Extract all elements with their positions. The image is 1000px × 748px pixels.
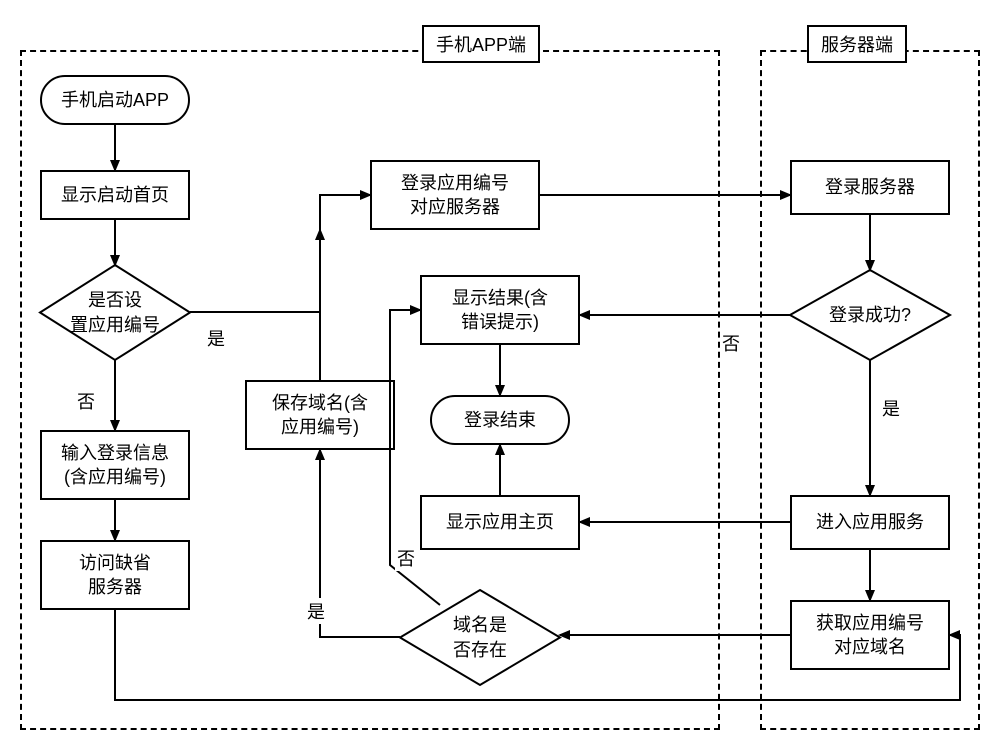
node-login-srv: 登录服务器	[790, 160, 950, 215]
node-enter-srv-text: 进入应用服务	[816, 510, 924, 534]
node-save-domain-text: 保存域名(含应用编号)	[272, 391, 368, 440]
node-show-result-text: 显示结果(含错误提示)	[452, 286, 548, 335]
node-login-srv-text: 登录服务器	[825, 175, 915, 199]
node-save-domain: 保存域名(含应用编号)	[245, 380, 395, 450]
node-show-main-text: 显示应用主页	[446, 510, 554, 534]
node-access-def-text: 访问缺省服务器	[79, 551, 151, 600]
node-has-appnum-text: 是否设置应用编号	[70, 288, 160, 337]
node-login-to: 登录应用编号对应服务器	[370, 160, 540, 230]
label-login-ok-yes: 是	[880, 395, 902, 421]
label-has-appnum-no: 否	[75, 388, 97, 414]
node-login-to-text: 登录应用编号对应服务器	[401, 171, 509, 220]
node-show-main: 显示应用主页	[420, 495, 580, 550]
node-show-home: 显示启动首页	[40, 170, 190, 220]
node-login-ok: 登录成功?	[790, 270, 950, 360]
node-access-def: 访问缺省服务器	[40, 540, 190, 610]
node-enter-srv: 进入应用服务	[790, 495, 950, 550]
node-domain-exist-text: 域名是否存在	[453, 613, 507, 662]
node-login-ok-text: 登录成功?	[829, 303, 911, 327]
node-input-login-text: 输入登录信息(含应用编号)	[61, 441, 169, 490]
node-domain-exist: 域名是否存在	[400, 590, 560, 685]
node-start: 手机启动APP	[40, 75, 190, 125]
label-has-appnum-yes: 是	[205, 325, 227, 351]
node-input-login: 输入登录信息(含应用编号)	[40, 430, 190, 500]
container-app-label: 手机APP端	[422, 25, 540, 63]
label-domain-yes: 是	[305, 598, 327, 624]
node-get-domain: 获取应用编号对应域名	[790, 600, 950, 670]
container-server-label: 服务器端	[807, 25, 907, 63]
node-show-result: 显示结果(含错误提示)	[420, 275, 580, 345]
node-has-appnum: 是否设置应用编号	[40, 265, 190, 360]
label-domain-no: 否	[395, 545, 417, 571]
node-start-text: 手机启动APP	[61, 88, 169, 112]
node-login-done: 登录结束	[430, 395, 570, 445]
node-show-home-text: 显示启动首页	[61, 183, 169, 207]
node-login-done-text: 登录结束	[464, 408, 536, 432]
label-login-ok-no: 否	[720, 330, 742, 356]
node-get-domain-text: 获取应用编号对应域名	[816, 611, 924, 660]
